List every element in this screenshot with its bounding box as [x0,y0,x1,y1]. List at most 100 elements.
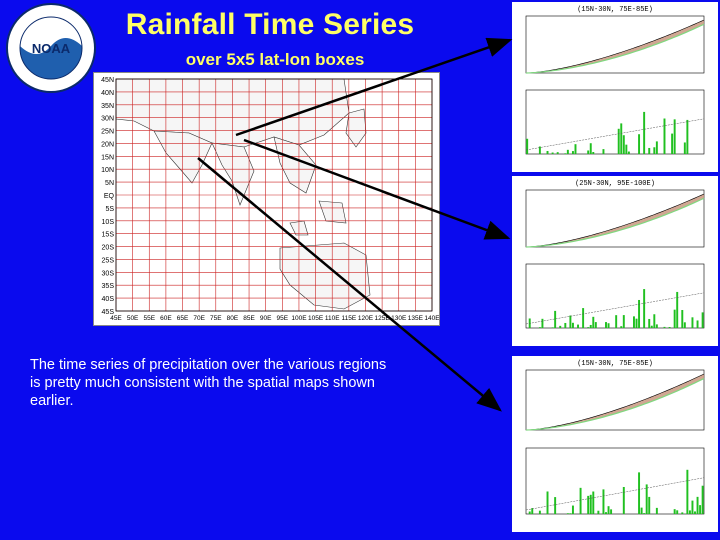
daily-rain-bar [571,322,574,328]
map-lat-tick-label: 35N [101,103,114,110]
daily-rain-bar [683,322,686,328]
daily-rain-bar [655,141,658,154]
daily-rain-bar [602,489,605,514]
daily-rain-bar [569,315,572,328]
map-lat-tick-label: 20N [101,141,114,148]
slide-subtitle: over 5x5 lat-lon boxes [185,50,365,69]
daily-panel-frame [525,447,705,515]
map-lat-tick-label: 25S [102,257,115,264]
daily-rain-bar [686,119,689,154]
daily-rain-bar [546,150,549,154]
daily-rain-bar [638,299,641,328]
lat-lon-box-map: 45N 40N 35N 30N 25N 20N 15N 10N 5N EQ 5S 10S 15S 20S 2… [93,72,440,326]
daily-rain-bar [676,510,679,514]
daily-rain-bar [589,494,592,514]
daily-rain-bar [579,487,582,514]
daily-rain-bar [602,149,605,154]
map-lon-tick-label: 85E [243,315,255,322]
daily-rain-bar [655,507,658,514]
daily-rain-bar [645,484,648,514]
daily-rain-bar [546,491,549,514]
rainfall-chart-3-svg: (15N-30N, 75E-85E) [525,360,705,515]
map-lon-tick-label: 95E [277,315,289,322]
daily-rain-bar [648,496,651,514]
daily-rain-bar [655,324,658,328]
daily-rain-bar [538,327,541,328]
daily-rain-bar [551,327,554,328]
map-lon-tick-label: 90E [260,315,272,322]
daily-rain-bar [597,510,600,514]
daily-rain-bar [607,506,610,514]
daily-rain-bar [676,291,679,328]
daily-rain-bar [691,317,694,328]
accum-normal-line [525,193,705,248]
daily-rain-bar [587,327,590,328]
daily-normal-line [525,292,705,325]
daily-rain-bar [607,323,610,328]
map-lon-tick-label: 60E [160,315,172,322]
map-lat-tick-label: 35S [102,283,115,290]
daily-rain-bar [653,147,656,154]
daily-rain-bar [592,491,595,514]
map-lon-tick-label: 100E [291,315,307,322]
map-lon-tick-label: 65E [177,315,189,322]
daily-rain-bar [615,315,618,328]
daily-rain-bar [638,134,641,154]
map-lon-tick-label: 70E [193,315,205,322]
daily-rain-bar [668,327,671,328]
land-shape-2 [211,142,255,206]
daily-rain-bar [663,326,666,328]
map-lon-tick-label: 125E [375,315,391,322]
daily-panel-frame [525,89,705,155]
map-lon-tick-label: 80E [227,315,239,322]
land-shape-3 [273,136,317,194]
daily-rain-bar [701,312,704,328]
map-lat-tick-label: 45S [102,309,115,316]
daily-rain-bar [696,496,699,514]
accum-panel-frame [525,369,705,431]
map-lon-tick-label: 135E [408,315,424,322]
daily-rain-bar [622,315,625,328]
map-lon-tick-label: 140E [424,315,439,322]
daily-rain-bar [564,322,567,328]
daily-rain-bar [538,510,541,514]
chart-box-label: (25N-30N, 95E-100E) [575,180,655,188]
daily-normal-line [525,118,705,151]
map-lon-tick-label: 120E [358,315,374,322]
daily-rain-bar [633,316,635,328]
daily-rain-bar [571,151,574,154]
accum-observed-line [525,23,705,74]
daily-rain-bar [699,505,702,514]
daily-rain-bar [688,510,691,514]
map-lat-tick-label: 40S [102,296,115,303]
map-lat-tick-label: 20S [102,245,115,252]
daily-rain-bar [556,152,559,154]
accum-observed-line [525,377,705,431]
daily-rain-bar [526,138,529,154]
chart-box-label: (15N-30N, 75E-85E) [577,6,653,14]
daily-rain-bar [605,322,607,328]
daily-rain-bar [694,511,696,514]
map-lat-tick-label: 15S [102,232,115,239]
daily-rain-bar [681,310,684,328]
daily-rain-bar [589,143,592,154]
daily-rain-bar [643,111,646,154]
daily-rain-bar [663,118,666,154]
daily-rain-bar [622,135,625,154]
slide-title: Rainfall Time Series [125,8,415,41]
chart-box-label: (15N-30N, 75E-85E) [577,360,653,368]
daily-rain-bar [566,149,569,154]
rainfall-chart-3: (15N-30N, 75E-85E) [512,356,718,532]
daily-rain-bar [648,147,651,154]
daily-rain-bar [643,289,646,328]
daily-rain-bar [681,512,684,514]
daily-rain-bar [587,150,590,154]
daily-rain-bar [701,485,704,514]
map-lat-tick-label: 5S [105,206,114,213]
map-lat-tick-label: 10N [101,167,114,174]
daily-rain-bar [640,507,643,514]
daily-rain-bar [587,495,590,514]
daily-rain-bar [592,316,595,328]
daily-rain-bar [592,152,595,154]
daily-rain-bar [643,513,646,514]
